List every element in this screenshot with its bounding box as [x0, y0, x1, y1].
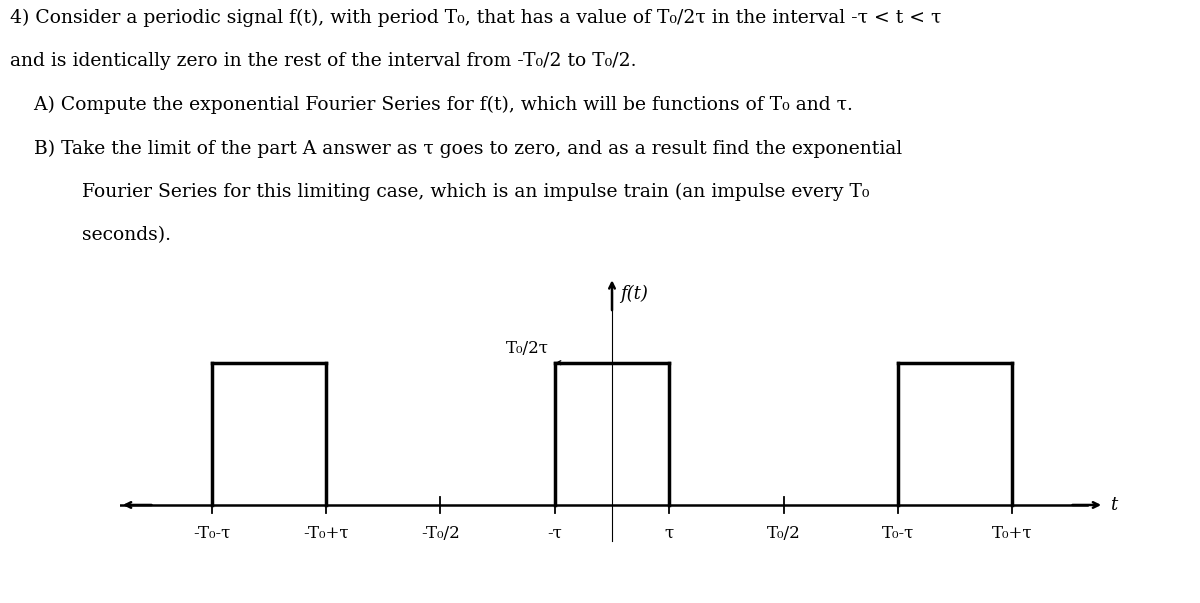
Text: 4) Consider a periodic signal f(t), with period T₀, that has a value of T₀/2τ in: 4) Consider a periodic signal f(t), with…: [10, 9, 941, 27]
Text: -T₀/2: -T₀/2: [421, 525, 460, 542]
Text: T₀/2τ: T₀/2τ: [506, 340, 550, 357]
Text: -T₀+τ: -T₀+τ: [304, 525, 349, 542]
Text: T₀-τ: T₀-τ: [882, 525, 914, 542]
Text: and is identically zero in the rest of the interval from -T₀/2 to T₀/2.: and is identically zero in the rest of t…: [10, 52, 636, 71]
Text: T₀/2: T₀/2: [767, 525, 800, 542]
Text: f(t): f(t): [620, 285, 648, 303]
Text: -τ: -τ: [547, 525, 563, 542]
Text: t: t: [1110, 496, 1117, 514]
Text: τ: τ: [665, 525, 674, 542]
Text: B) Take the limit of the part A answer as τ goes to zero, and as a result find t: B) Take the limit of the part A answer a…: [10, 139, 901, 157]
Text: -T₀-τ: -T₀-τ: [193, 525, 230, 542]
Text: Fourier Series for this limiting case, which is an impulse train (an impulse eve: Fourier Series for this limiting case, w…: [10, 183, 869, 201]
Text: A) Compute the exponential Fourier Series for f(t), which will be functions of T: A) Compute the exponential Fourier Serie…: [10, 96, 852, 114]
Text: T₀+τ: T₀+τ: [992, 525, 1033, 542]
Text: seconds).: seconds).: [10, 226, 170, 244]
